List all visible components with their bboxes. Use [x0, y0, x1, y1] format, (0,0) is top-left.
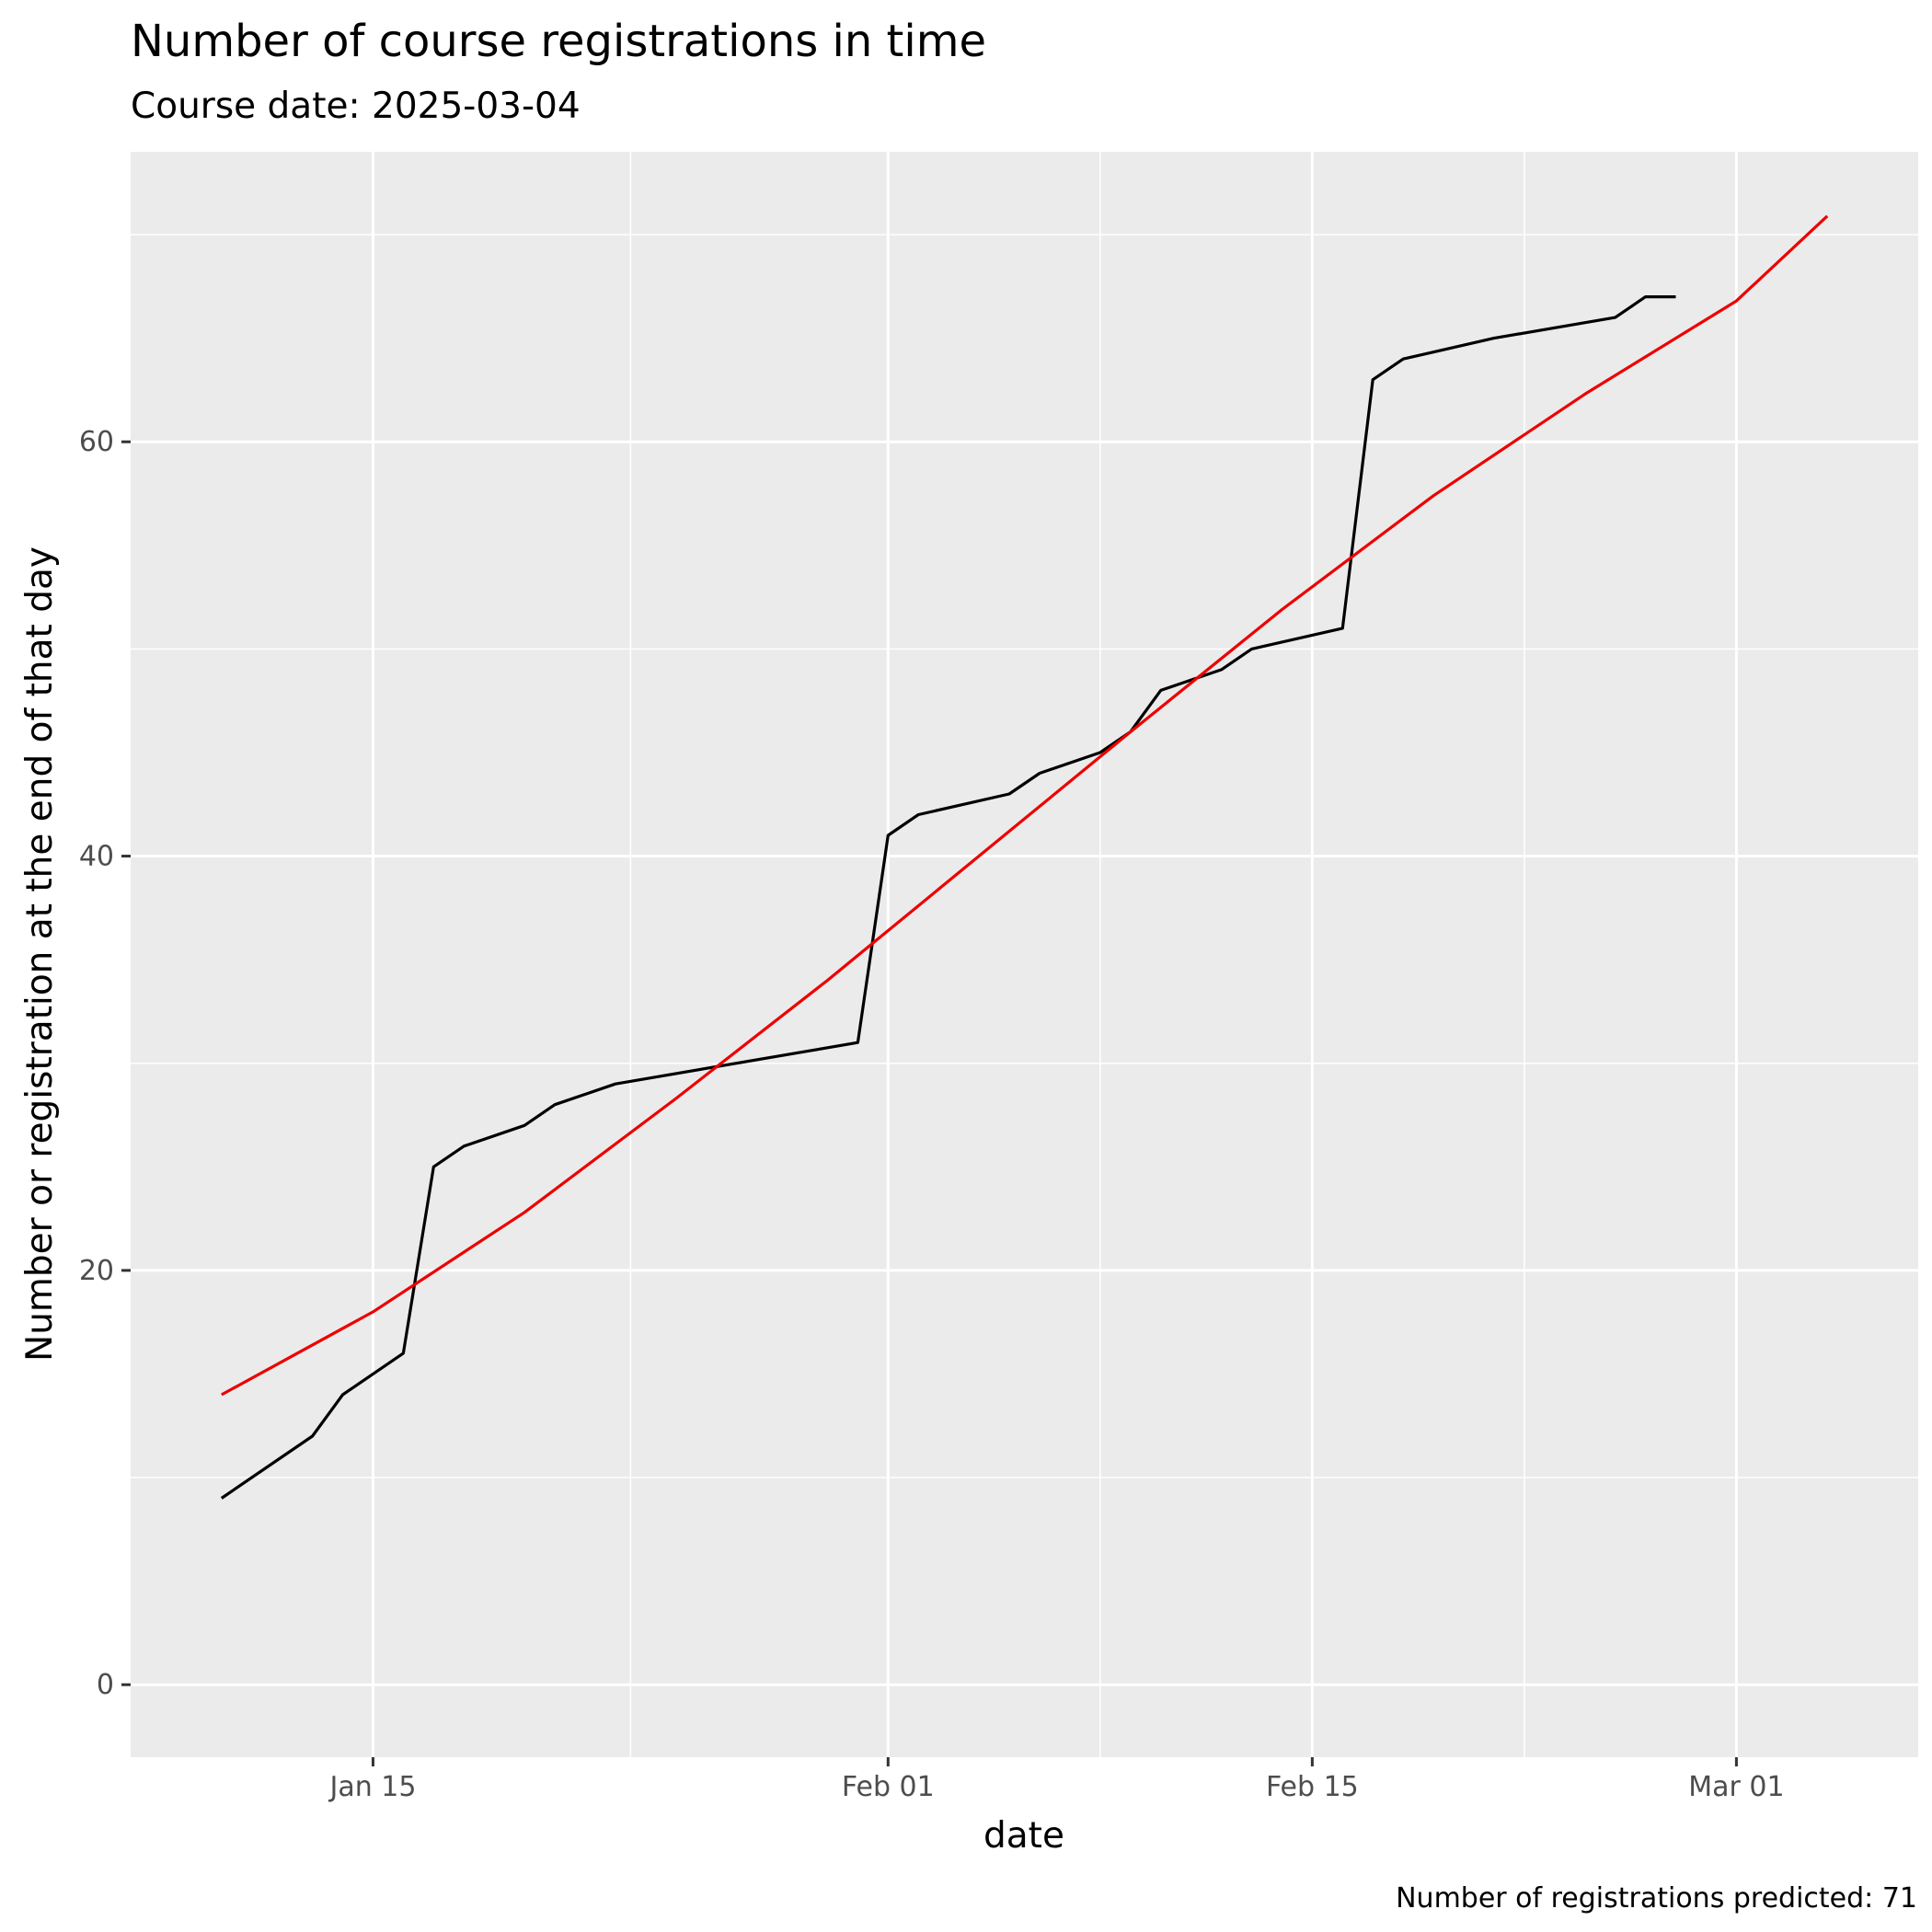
grid-minor: [131, 152, 1918, 1757]
series-layer: [220, 214, 1829, 1500]
y-tick-label: 0: [97, 1669, 114, 1701]
grid-major: [131, 152, 1918, 1757]
x-axis-ticks: Jan 15 Feb 01 Feb 15 Mar 01: [328, 1757, 1785, 1803]
chart-subtitle: Course date: 2025-03-04: [131, 86, 581, 127]
series-line-fit: [221, 214, 1829, 1397]
y-axis-title: Number or registration at the end of tha…: [19, 546, 61, 1362]
x-tick-label: Feb 15: [1266, 1771, 1359, 1803]
y-axis-ticks: 0 20 40 60: [79, 426, 131, 1701]
x-axis-title: date: [983, 1815, 1064, 1857]
plot-panel: [131, 152, 1918, 1757]
chart-title: Number of course registrations in time: [131, 16, 986, 67]
x-tick-label: Mar 01: [1688, 1771, 1784, 1803]
y-tick-label: 40: [79, 841, 114, 873]
y-tick-label: 20: [79, 1255, 114, 1287]
prediction-caption: Number of registrations predicted: 71: [1396, 1882, 1917, 1915]
x-tick-label: Jan 15: [328, 1771, 416, 1803]
x-tick-label: Feb 01: [842, 1771, 935, 1803]
y-tick-label: 60: [79, 426, 114, 458]
series-line-observed: [220, 295, 1676, 1500]
